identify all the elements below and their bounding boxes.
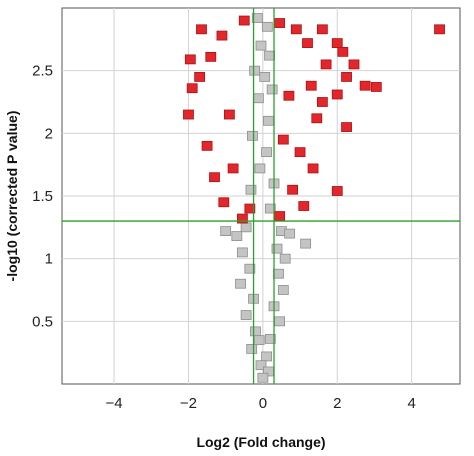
not_significant-point — [237, 247, 248, 258]
significant-point — [201, 140, 213, 151]
not_significant-point — [257, 372, 269, 383]
data-points — [183, 13, 445, 383]
significant-point — [341, 72, 352, 82]
significant-point — [294, 147, 306, 158]
not_significant-point — [264, 333, 276, 344]
x-axis-title: Log2 (Fold change) — [196, 434, 325, 450]
significant-point — [227, 163, 239, 174]
y-tick-label: 2 — [45, 125, 53, 142]
significant-point — [316, 97, 328, 107]
not_significant-point — [220, 226, 232, 236]
not_significant-point — [259, 72, 271, 82]
significant-point — [331, 38, 343, 48]
not_significant-point — [261, 21, 273, 32]
not_significant-point — [235, 278, 246, 289]
significant-point — [216, 30, 228, 41]
significant-point — [311, 113, 323, 124]
not_significant-point — [277, 285, 289, 295]
not_significant-point — [240, 222, 252, 233]
not_significant-point — [249, 65, 261, 76]
significant-point — [434, 24, 445, 35]
not_significant-point — [255, 360, 267, 371]
significant-point — [274, 211, 285, 221]
not_significant-point — [251, 13, 263, 23]
not_significant-point — [264, 50, 275, 61]
not_significant-point — [231, 231, 243, 242]
significant-point — [283, 90, 295, 101]
significant-point — [359, 80, 371, 91]
not_significant-point — [300, 238, 312, 249]
grid-lines — [62, 8, 460, 384]
y-tick-label: 2.5 — [32, 63, 53, 80]
significant-point — [274, 18, 285, 28]
significant-point — [302, 38, 313, 48]
significant-point — [205, 51, 217, 62]
not_significant-point — [253, 335, 265, 346]
significant-point — [218, 197, 230, 208]
not_significant-point — [264, 203, 276, 214]
threshold-lines — [62, 8, 460, 384]
significant-point — [305, 80, 317, 91]
not_significant-point — [261, 147, 272, 158]
significant-point — [238, 15, 250, 26]
not_significant-point — [261, 351, 272, 362]
not_significant-point — [244, 263, 256, 274]
significant-point — [331, 89, 343, 100]
y-tick-label: 1.5 — [32, 188, 53, 205]
x-tick-label: 4 — [407, 395, 415, 412]
significant-point — [370, 82, 382, 92]
y-axis-title: -log10 (corrected P value) — [4, 111, 20, 282]
significant-point — [237, 213, 248, 224]
significant-point — [341, 122, 352, 132]
not_significant-point — [246, 344, 258, 354]
x-tick-label: 0 — [259, 395, 267, 412]
not_significant-point — [263, 115, 274, 126]
not_significant-point — [250, 326, 261, 337]
significant-point — [337, 46, 349, 57]
not_significant-point — [279, 253, 291, 264]
significant-point — [223, 109, 235, 120]
not_significant-point — [240, 310, 252, 320]
tick-labels: −4 −2 0 2 4 0.5 1 1.5 2 2.5 — [32, 63, 416, 412]
significant-point — [194, 72, 206, 82]
significant-point — [186, 83, 198, 94]
not_significant-point — [266, 84, 278, 95]
significant-point — [298, 201, 310, 211]
significant-point — [209, 172, 220, 183]
not_significant-point — [271, 243, 283, 254]
significant-point — [196, 24, 207, 35]
not_significant-point — [284, 228, 296, 239]
significant-point — [290, 24, 302, 35]
x-tick-label: 2 — [333, 395, 341, 412]
x-tick-label: −2 — [180, 395, 197, 412]
not_significant-point — [245, 184, 257, 195]
significant-point — [287, 184, 299, 195]
y-tick-label: 0.5 — [32, 313, 53, 330]
significant-point — [244, 203, 256, 214]
not_significant-point — [273, 268, 284, 279]
significant-point — [320, 59, 332, 70]
x-tick-label: −4 — [106, 395, 123, 412]
significant-point — [316, 24, 328, 35]
not_significant-point — [254, 163, 266, 174]
significant-point — [184, 54, 196, 65]
not_significant-point — [247, 130, 258, 141]
not_significant-point — [252, 93, 264, 104]
not_significant-point — [274, 316, 285, 327]
significant-point — [331, 186, 343, 196]
not_significant-point — [255, 40, 267, 51]
significant-point — [183, 109, 194, 120]
significant-point — [307, 163, 319, 174]
significant-point — [348, 59, 360, 70]
y-tick-label: 1 — [45, 251, 53, 268]
significant-point — [277, 134, 289, 145]
